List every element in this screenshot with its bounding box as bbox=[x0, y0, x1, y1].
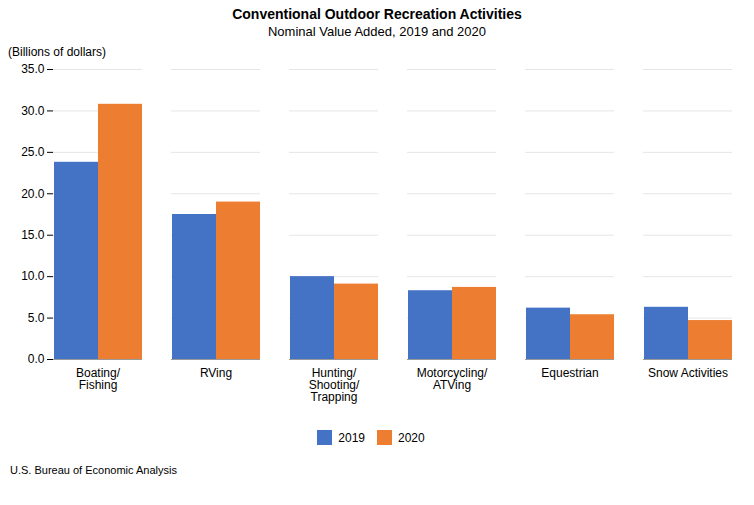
svg-text:20.0: 20.0 bbox=[21, 187, 45, 201]
svg-text:25.0: 25.0 bbox=[21, 145, 45, 159]
svg-text:35.0: 35.0 bbox=[21, 62, 45, 76]
html-text:2019: 2019 bbox=[338, 430, 365, 445]
svg-text:10.0: 10.0 bbox=[21, 269, 45, 283]
html-text:U.S. Bureau of Economic Analys: U.S. Bureau of Economic Analysis bbox=[10, 464, 177, 476]
svg-text:Hunting/Shooting/Trapping: Hunting/Shooting/Trapping bbox=[309, 366, 360, 404]
html-text:2020: 2020 bbox=[398, 430, 425, 445]
svg-text:Snow Activities: Snow Activities bbox=[648, 366, 728, 380]
svg-text:Boating/Fishing: Boating/Fishing bbox=[76, 366, 121, 392]
svg-text:RVing: RVing bbox=[200, 366, 232, 380]
html-text:(Billions of dollars): (Billions of dollars) bbox=[8, 45, 106, 59]
svg-text:15.0: 15.0 bbox=[21, 228, 45, 242]
svg-text:30.0: 30.0 bbox=[21, 104, 45, 118]
html-text:Nominal Value Added, 2019 and: Nominal Value Added, 2019 and 2020 bbox=[268, 24, 486, 39]
svg-text:Motorcycling/ATVing: Motorcycling/ATVing bbox=[417, 366, 488, 392]
svg-text:0.0: 0.0 bbox=[28, 352, 45, 366]
svg-text:5.0: 5.0 bbox=[28, 311, 45, 325]
html-text:Conventional Outdoor Recreatio: Conventional Outdoor Recreation Activiti… bbox=[232, 6, 522, 22]
svg-text:Equestrian: Equestrian bbox=[541, 366, 598, 380]
